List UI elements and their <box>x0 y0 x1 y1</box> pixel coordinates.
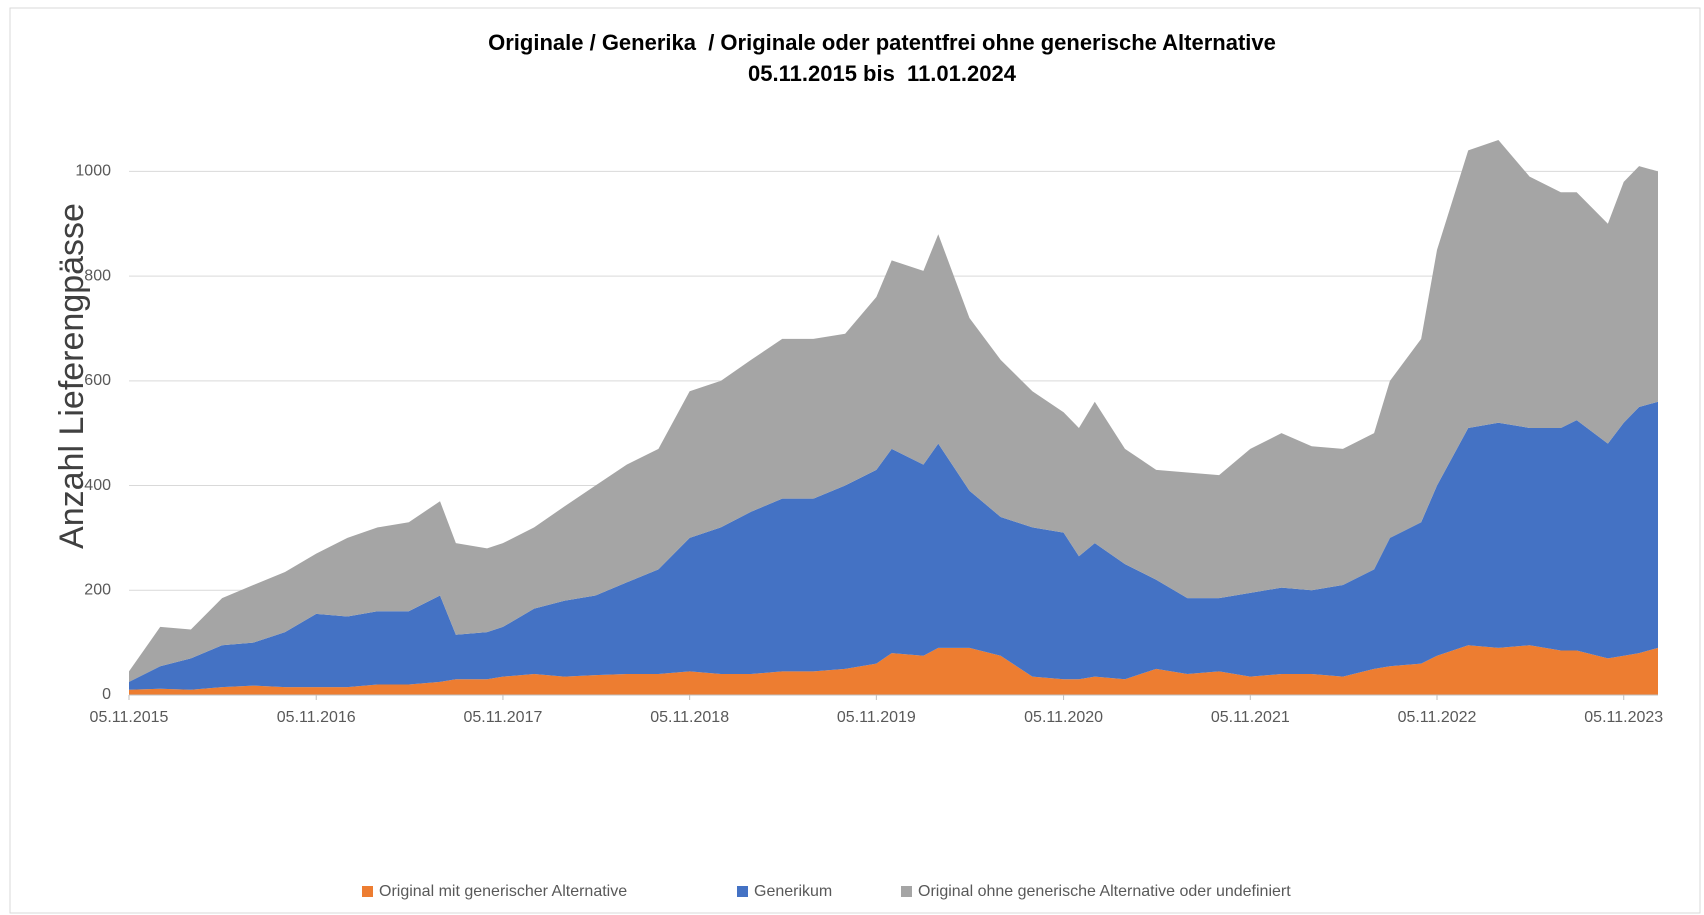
area <box>129 139 1658 682</box>
x-tick-label: 05.11.2015 <box>90 709 169 726</box>
x-tick-label: 05.11.2019 <box>837 709 916 726</box>
chart-title: Originale / Generika / Originale oder pa… <box>488 30 1276 55</box>
x-tick-label: 05.11.2016 <box>277 709 356 726</box>
area <box>129 645 1658 695</box>
y-tick-label: 1000 <box>75 163 111 180</box>
x-tick-label: 05.11.2020 <box>1024 709 1103 726</box>
legend-label: Original ohne generische Alternative ode… <box>918 883 1291 900</box>
legend-swatch <box>737 886 748 897</box>
x-tick-label: 05.11.2018 <box>650 709 729 726</box>
y-tick-label: 800 <box>84 267 111 284</box>
y-tick-label: 0 <box>102 686 111 703</box>
y-tick-label: 400 <box>84 477 111 494</box>
y-axis-label: Anzahl Lieferengpässe <box>53 203 91 549</box>
x-tick-label: 05.11.2023 <box>1584 709 1663 726</box>
x-tick-label: 05.11.2017 <box>463 709 542 726</box>
legend-swatch <box>901 886 912 897</box>
x-tick-label: 05.11.2021 <box>1211 709 1290 726</box>
legend-label: Generikum <box>754 883 832 900</box>
area <box>129 401 1658 690</box>
legend-label: Original mit generischer Alternative <box>379 883 627 900</box>
x-tick-label: 05.11.2022 <box>1398 709 1477 726</box>
y-tick-label: 600 <box>84 372 111 389</box>
chart-subtitle: 05.11.2015 bis 11.01.2024 <box>748 61 1017 86</box>
legend-swatch <box>362 886 373 897</box>
chart-border <box>9 7 1701 914</box>
y-tick-label: 200 <box>84 581 111 598</box>
